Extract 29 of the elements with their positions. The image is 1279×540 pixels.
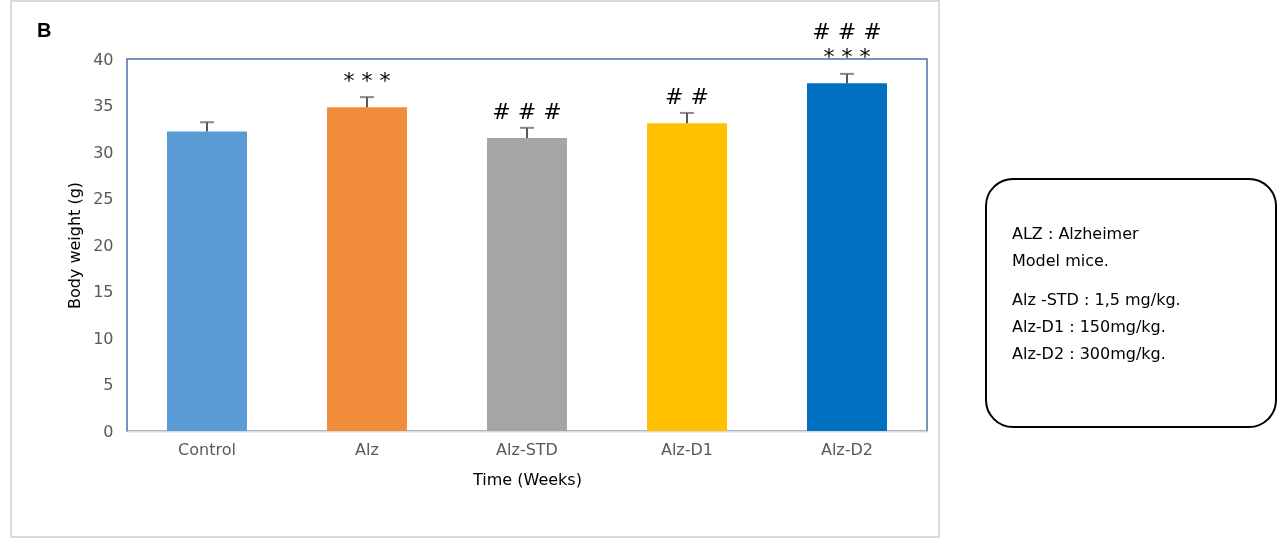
text: ALZ : Alzheimer Model mice. xyxy=(1012,223,1140,272)
x-tick-label: Alz-STD xyxy=(496,439,558,459)
y-tick-label: 20 xyxy=(93,235,114,255)
annotation: * * * xyxy=(823,44,871,70)
y-tick-label: 30 xyxy=(93,142,114,162)
bar xyxy=(647,123,727,431)
chart-title: B xyxy=(37,19,52,42)
x-tick-label: Control xyxy=(178,439,236,459)
y-tick-label: 25 xyxy=(93,189,114,208)
y-tick-label: 15 xyxy=(93,282,114,301)
annotation: # # # xyxy=(492,99,562,125)
bar xyxy=(807,83,887,431)
x-axis-title: Time (Weeks) xyxy=(472,469,582,489)
bar xyxy=(487,138,567,431)
y-tick-label: 10 xyxy=(93,328,114,348)
y-tick-label: 0 xyxy=(103,421,114,441)
text: Alz -STD : 1,5 mg/kg. Alz-D1 : 150mg/kg. Alz-D2 : 300mg/kg. xyxy=(1012,289,1182,365)
x-tick-label: Alz xyxy=(355,439,379,459)
bar xyxy=(327,107,407,431)
y-tick-label: 35 xyxy=(93,96,114,115)
annotation: # # # xyxy=(812,19,882,45)
y-tick-label: 40 xyxy=(93,49,114,69)
y-tick-label: 5 xyxy=(103,375,114,394)
bar xyxy=(167,131,247,431)
annotation: * * * xyxy=(343,68,391,94)
x-tick-label: Alz-D2 xyxy=(820,439,874,459)
annotation: # # xyxy=(665,84,709,110)
y-axis-title: Body weight (g) xyxy=(65,181,85,310)
x-tick-label: Alz-D1 xyxy=(660,439,714,459)
